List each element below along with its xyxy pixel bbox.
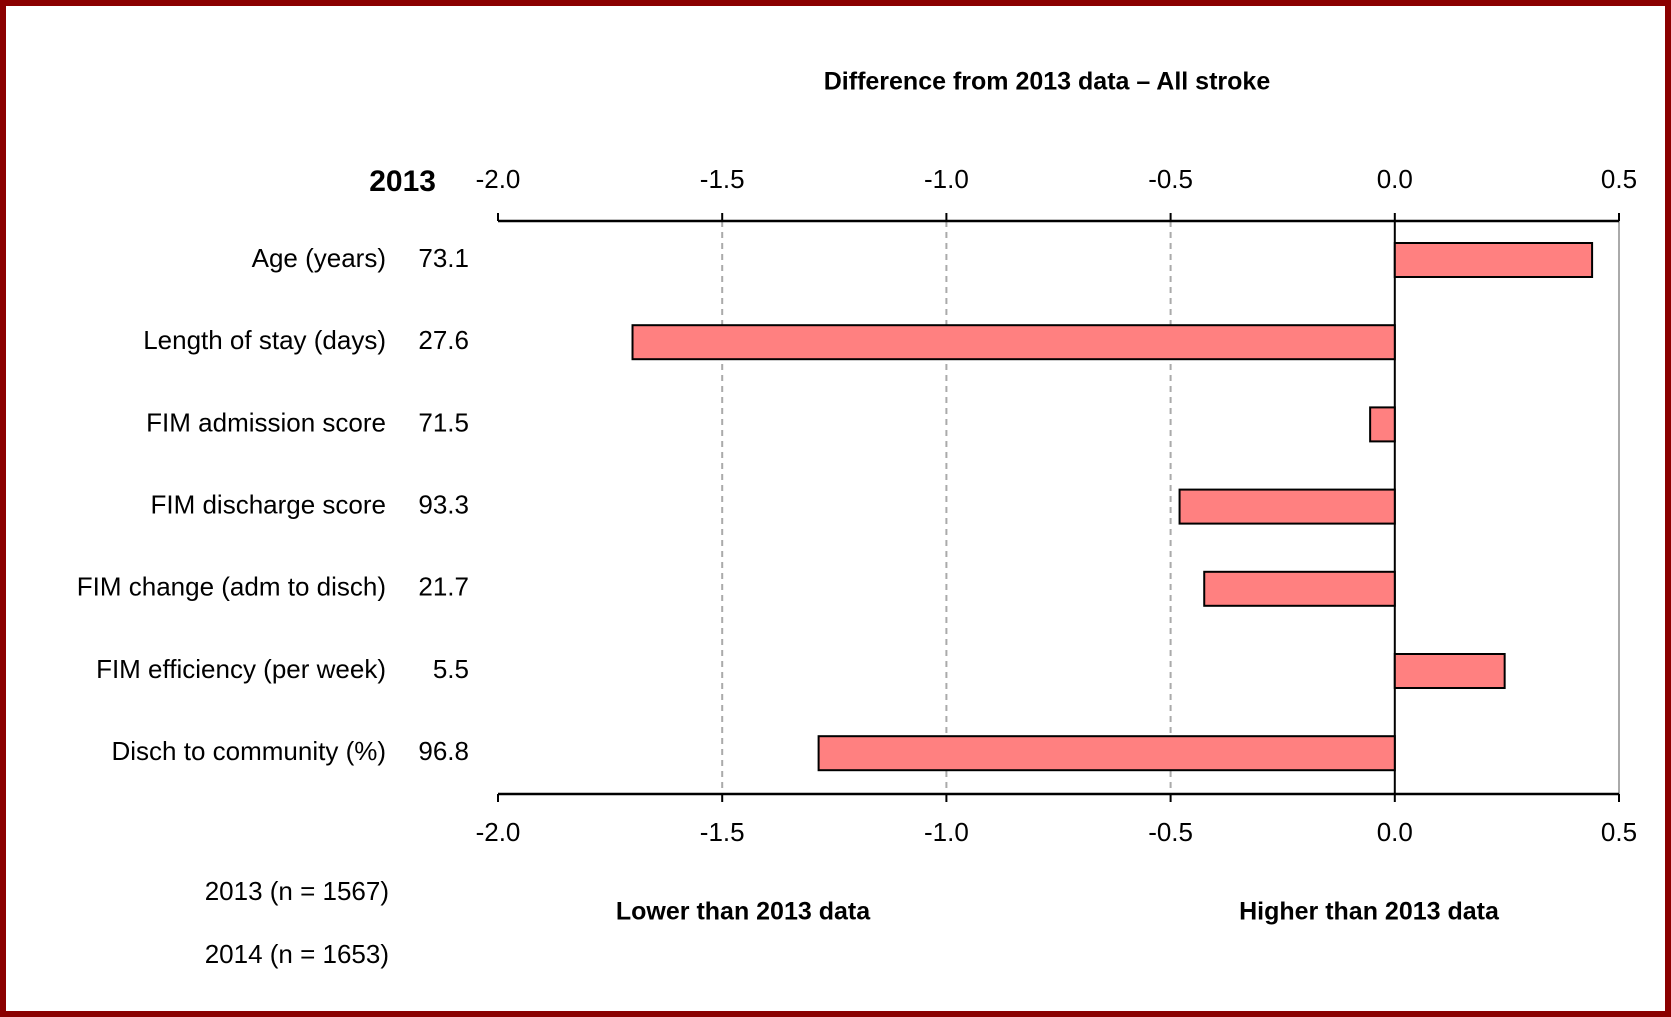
x-tick-label: -0.5 xyxy=(1148,817,1193,847)
category-label: FIM discharge score xyxy=(150,489,386,519)
x-tick-label: 0.0 xyxy=(1377,164,1413,194)
x-tick-label: 0.5 xyxy=(1601,164,1637,194)
column-value: 93.3 xyxy=(418,489,469,519)
category-label: Age (years) xyxy=(252,243,386,273)
annotation: Lower than 2013 data xyxy=(616,898,871,926)
bar xyxy=(817,735,1396,772)
column-value: 96.8 xyxy=(418,736,469,766)
note: 2014 (n = 1653) xyxy=(205,939,389,969)
bar xyxy=(1369,406,1396,443)
note: 2013 (n = 1567) xyxy=(205,876,389,906)
bar xyxy=(631,324,1396,361)
x-tick-label: -1.5 xyxy=(700,817,745,847)
x-tick-label: 0.0 xyxy=(1377,817,1413,847)
column-value: 73.1 xyxy=(418,243,469,273)
x-tick-label: -1.0 xyxy=(924,164,969,194)
category-label: Length of stay (days) xyxy=(143,325,386,355)
column-value: 27.6 xyxy=(418,325,469,355)
chart-title: Difference from 2013 data – All stroke xyxy=(824,68,1271,96)
column-value: 5.5 xyxy=(433,654,469,684)
bar xyxy=(1178,488,1396,525)
bar xyxy=(1393,242,1594,278)
x-tick-label: -0.5 xyxy=(1148,164,1193,194)
x-tick-label: 0.5 xyxy=(1601,817,1637,847)
column-value: 21.7 xyxy=(418,572,469,602)
x-tick-label: -1.0 xyxy=(924,817,969,847)
x-tick-label: -2.0 xyxy=(476,164,521,194)
annotation: Higher than 2013 data xyxy=(1239,898,1500,926)
column-value: 71.5 xyxy=(418,407,469,437)
x-tick-label: -1.5 xyxy=(700,164,745,194)
category-label: Disch to community (%) xyxy=(112,736,387,766)
category-label: FIM efficiency (per week) xyxy=(96,654,386,684)
bar xyxy=(1203,570,1396,607)
x-tick-label: -2.0 xyxy=(476,817,521,847)
bar xyxy=(1393,653,1506,689)
column-header: 2013 xyxy=(369,165,436,198)
category-label: FIM change (adm to disch) xyxy=(77,572,386,602)
category-label: FIM admission score xyxy=(146,407,386,437)
